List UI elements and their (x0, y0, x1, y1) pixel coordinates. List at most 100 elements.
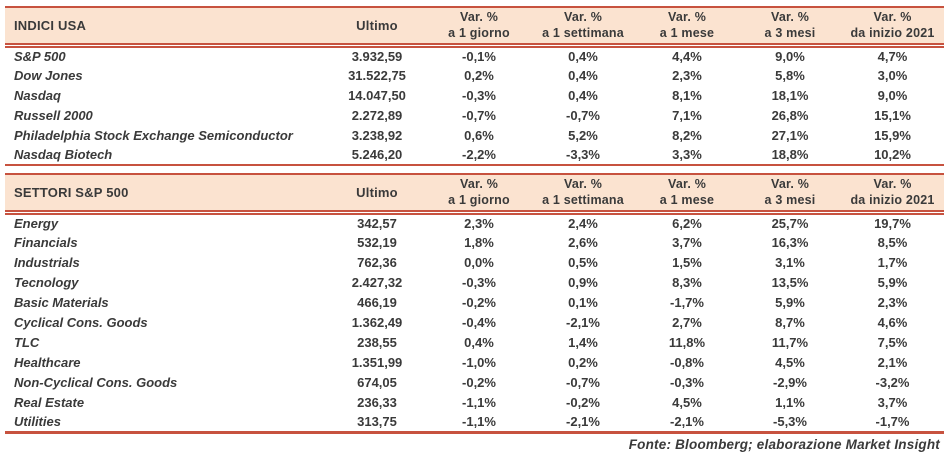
value-cell: 4,7% (877, 48, 908, 64)
row-label: Tecnology (14, 274, 79, 290)
indici-usa-rows: S&P 500 3.932,59 -0,1% 0,4% 4,4% 9,0% 4,7% Dow … (5, 45, 944, 165)
row-label: S&P 500 (14, 48, 66, 64)
value-cell: 18,1% (771, 87, 809, 103)
column-header-var-3-mesi: Var. % a 3 mesi (739, 174, 841, 215)
settori-sp500-table: SETTORI S&P 500 Ultimo Var. % a 1 giorno… (5, 173, 944, 434)
row-label: Basic Materials (14, 294, 109, 310)
value-cell: 4,6% (877, 314, 908, 330)
value-cell: -2,9% (773, 374, 807, 390)
row-label: Energy (14, 215, 59, 231)
value-cell: 0,2% (568, 354, 598, 370)
value-cell: 342,57 (357, 215, 397, 231)
value-cell: 313,75 (357, 413, 397, 429)
var-pct-label: Var. % (667, 177, 707, 192)
settori-sp500-rows: Energy 342,57 2,3% 2,4% 6,2% 25,7% 19,7% Financ… (5, 212, 944, 432)
settori-sp500-header: SETTORI S&P 500 Ultimo Var. % a 1 giorno… (5, 174, 944, 215)
table-row: Basic Materials 466,19 -0,2% 0,1% -1,7% 5,9% 2… (5, 292, 944, 312)
table-row: Utilities 313,75 -1,1% -2,1% -2,1% -5,3% -1,7% (5, 412, 944, 432)
value-cell: 8,7% (775, 314, 805, 330)
value-cell: -0,7% (566, 374, 600, 390)
value-cell: -0,8% (670, 354, 704, 370)
value-cell: 3,7% (877, 394, 908, 410)
table-row: Healthcare 1.351,99 -1,0% 0,2% -0,8% 4,5% 2,1% (5, 352, 944, 372)
value-cell: 27,1% (771, 127, 809, 143)
table-row: Industrials 762,36 0,0% 0,5% 1,5% 3,1% 1,7% (5, 252, 944, 272)
value-cell: -0,2% (462, 294, 496, 310)
value-cell: 2,6% (568, 234, 598, 250)
column-header-var-inizio-2021: Var. % da inizio 2021 (841, 174, 944, 215)
value-cell: -0,1% (462, 48, 496, 64)
value-cell: 2,1% (877, 354, 908, 370)
table-row: Philadelphia Stock Exchange Semiconducto… (5, 125, 944, 145)
value-cell: -3,3% (566, 147, 600, 162)
value-cell: 3,1% (775, 254, 805, 270)
table-row: TLC 238,55 0,4% 1,4% 11,8% 11,7% 7,5% (5, 332, 944, 352)
row-label: Philadelphia Stock Exchange Semiconducto… (14, 127, 293, 143)
value-cell: 4,4% (672, 48, 702, 64)
var-pct-label: Var. % (459, 177, 499, 192)
value-cell: 2,7% (672, 314, 702, 330)
var-pct-label: Var. % (873, 177, 912, 192)
value-cell: 8,3% (672, 274, 702, 290)
value-cell: -2,2% (462, 147, 496, 162)
value-cell: 9,0% (775, 48, 805, 64)
value-cell: 5,9% (775, 294, 805, 310)
value-cell: -2,1% (566, 314, 600, 330)
row-label: Financials (14, 234, 78, 250)
period-label: da inizio 2021 (850, 193, 935, 208)
value-cell: 15,1% (874, 107, 911, 123)
var-pct-label: Var. % (667, 10, 707, 25)
value-cell: 236,33 (357, 394, 397, 410)
value-cell: 8,2% (672, 127, 702, 143)
value-cell: 7,1% (672, 107, 702, 123)
value-cell: 9,0% (877, 87, 908, 103)
table-row: Russell 2000 2.272,89 -0,7% -0,7% 7,1% 26,8% 1… (5, 105, 944, 125)
var-pct-label: Var. % (873, 10, 912, 25)
value-cell: 2,4% (568, 215, 598, 231)
value-cell: -1,0% (462, 354, 496, 370)
row-label: Utilities (14, 413, 61, 429)
value-cell: 1,5% (672, 254, 702, 270)
value-cell: 15,9% (874, 127, 911, 143)
value-cell: -2,1% (670, 413, 704, 429)
value-cell: -0,2% (566, 394, 600, 410)
source-note: Fonte: Bloomberg; elaborazione Market In… (628, 436, 940, 452)
value-cell: 0,0% (464, 254, 494, 270)
value-cell: 0,4% (568, 87, 598, 103)
value-cell: 0,2% (464, 67, 494, 83)
row-label: Russell 2000 (14, 107, 93, 123)
value-cell: 1,7% (877, 254, 908, 270)
report-page: INDICI USA Ultimo Var. % a 1 giorno Var.… (5, 6, 944, 452)
value-cell: -1,7% (670, 294, 704, 310)
indici-usa-header: INDICI USA Ultimo Var. % a 1 giorno Var.… (5, 7, 944, 48)
value-cell: 2.272,89 (351, 107, 403, 123)
value-cell: 762,36 (357, 254, 397, 270)
value-cell: 5,8% (775, 67, 805, 83)
value-cell: 10,2% (874, 147, 911, 162)
table-row: Nasdaq 14.047,50 -0,3% 0,4% 8,1% 18,1% 9,0% (5, 85, 944, 105)
var-pct-label: Var. % (563, 177, 603, 192)
column-header-var-1-mese: Var. % a 1 mese (635, 174, 739, 215)
value-cell: 2,3% (877, 294, 908, 310)
value-cell: 1,1% (775, 394, 805, 410)
period-label: a 1 settimana (542, 193, 624, 208)
column-header-var-1-giorno: Var. % a 1 giorno (427, 7, 531, 48)
value-cell: 26,8% (771, 107, 809, 123)
value-cell: 6,2% (672, 215, 702, 231)
value-cell: 0,4% (464, 334, 494, 350)
period-label: a 1 mese (659, 193, 715, 208)
column-header-var-1-settimana: Var. % a 1 settimana (531, 174, 635, 215)
column-header-ultimo: Ultimo (327, 174, 427, 215)
row-label: Nasdaq (14, 87, 61, 103)
row-label: Healthcare (14, 354, 81, 370)
value-cell: 3,0% (877, 67, 908, 83)
value-cell: 0,1% (568, 294, 598, 310)
value-cell: -0,3% (670, 374, 704, 390)
header-row: SETTORI S&P 500 Ultimo Var. % a 1 giorno… (5, 174, 944, 215)
row-label: Cyclical Cons. Goods (14, 314, 148, 330)
value-cell: 13,5% (771, 274, 809, 290)
value-cell: 25,7% (771, 215, 809, 231)
value-cell: -2,1% (566, 413, 600, 429)
value-cell: 4,5% (672, 394, 702, 410)
value-cell: 3,7% (672, 234, 702, 250)
